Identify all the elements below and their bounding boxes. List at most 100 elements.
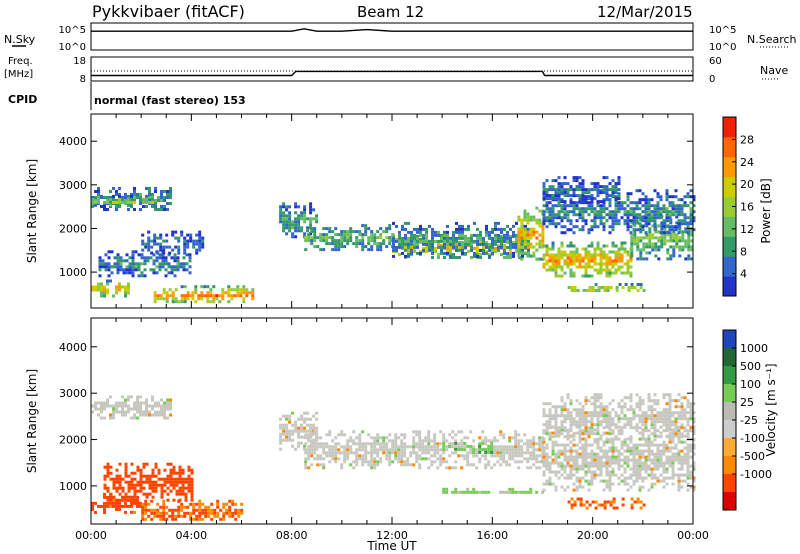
velocity-cell — [139, 401, 142, 405]
power-cell — [422, 236, 425, 240]
velocity-cell — [457, 442, 461, 446]
velocity-cell — [566, 485, 570, 489]
power-cell — [632, 216, 636, 220]
power-cell — [97, 196, 100, 199]
velocity-cell — [599, 408, 603, 412]
power-cell — [413, 250, 416, 253]
velocity-cell — [400, 457, 404, 461]
power-cell — [660, 239, 664, 243]
power-cell — [602, 204, 606, 208]
velocity-cell — [599, 458, 603, 462]
velocity-cell — [124, 401, 127, 405]
velocity-cell — [141, 517, 145, 521]
velocity-cell — [683, 461, 687, 465]
velocity-cell — [153, 508, 157, 512]
power-cell — [407, 245, 410, 249]
velocity-cell — [650, 408, 654, 412]
velocity-cell — [611, 420, 615, 424]
power-cell — [593, 197, 597, 201]
velocity-cell — [674, 452, 678, 456]
power-cell — [575, 194, 579, 198]
velocity-cell — [659, 431, 663, 435]
velocity-cell — [578, 431, 582, 435]
velocity-cell — [412, 445, 416, 449]
velocity-cell — [569, 423, 573, 427]
power-cell — [678, 254, 682, 258]
power-cell — [554, 265, 558, 269]
velocity-cell — [665, 470, 669, 474]
velocity-cell — [671, 458, 675, 462]
power-cell — [620, 259, 624, 263]
velocity-cell — [581, 464, 585, 468]
velocity-cell — [692, 402, 696, 406]
velocity-cell — [542, 473, 546, 477]
velocity-cell — [632, 467, 636, 471]
freq-left-tick-bottom: 8 — [80, 74, 86, 85]
velocity-cell — [442, 460, 446, 464]
power-cell — [110, 250, 114, 254]
power-cell — [620, 256, 624, 260]
velocity-cell — [109, 501, 112, 505]
power-cell — [605, 244, 609, 248]
power-cell — [578, 188, 582, 192]
velocity-cell — [340, 451, 344, 455]
velocity-cell — [529, 487, 533, 491]
velocity-cell — [288, 414, 292, 418]
power-cell — [404, 247, 407, 250]
power-cell — [488, 230, 491, 234]
power-cell — [611, 259, 615, 263]
velocity-cell — [150, 517, 154, 521]
power-cell — [584, 274, 588, 278]
power-cell — [623, 222, 627, 226]
velocity-cell — [367, 460, 371, 464]
power-cell — [485, 251, 488, 255]
power-cell — [497, 244, 500, 247]
velocity-cell — [677, 467, 681, 471]
velocity-cell — [148, 474, 152, 478]
power-cell — [668, 213, 672, 217]
velocity-cell — [575, 411, 579, 415]
power-cell — [584, 222, 588, 226]
velocity-cell — [154, 404, 157, 408]
velocity-cell — [418, 442, 422, 446]
velocity-cell — [581, 461, 585, 465]
power-cell — [334, 245, 338, 249]
velocity-cell — [551, 461, 555, 465]
power-cell — [581, 188, 585, 192]
power-cell — [461, 248, 464, 252]
velocity-cell — [172, 483, 176, 487]
power-cell — [370, 248, 374, 252]
velocity-cell — [166, 462, 170, 466]
velocity-cell — [490, 439, 494, 443]
power-cell — [147, 230, 151, 234]
power-cell — [666, 239, 670, 243]
velocity-cell — [572, 473, 576, 477]
power-cell — [639, 254, 643, 258]
power-cell — [404, 236, 407, 240]
velocity-cell — [566, 476, 570, 480]
velocity-cell — [647, 417, 651, 421]
power-cell — [182, 262, 186, 266]
velocity-cell — [172, 465, 176, 469]
power-cell — [566, 210, 570, 214]
power-cell — [542, 197, 546, 201]
velocity-cell — [222, 502, 226, 506]
power-cell — [678, 239, 682, 243]
velocity-cell — [541, 442, 545, 446]
power-cell — [644, 216, 648, 220]
velocity-cell — [671, 414, 675, 418]
velocity-cell — [493, 451, 497, 455]
velocity-cell — [596, 443, 600, 447]
power-cell — [186, 242, 190, 246]
velocity-cell — [653, 408, 657, 412]
power-cell — [594, 289, 598, 292]
power-cell — [119, 262, 123, 266]
velocity-cell — [297, 432, 301, 436]
velocity-cell — [686, 417, 690, 421]
velocity-cell — [659, 479, 663, 483]
velocity-cell — [160, 477, 164, 481]
velocity-cell — [581, 420, 585, 424]
power-cell — [315, 220, 319, 224]
velocity-cell — [303, 417, 307, 421]
velocity-cell — [174, 514, 178, 518]
